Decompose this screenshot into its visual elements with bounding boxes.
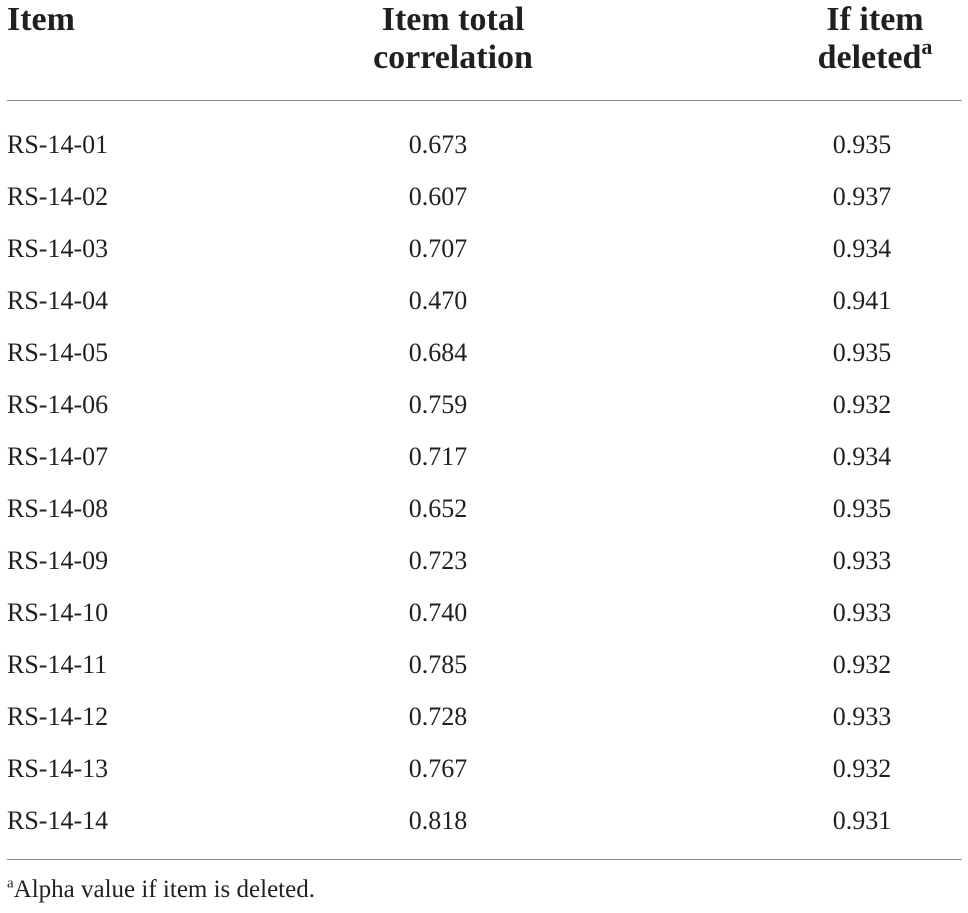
cell-if-item-deleted: 0.932 — [832, 650, 892, 679]
cell-if-item-deleted: 0.932 — [832, 390, 892, 419]
header-divider — [7, 100, 962, 101]
table-row: RS-14-03 0.707 0.934 — [0, 223, 968, 275]
cell-item: RS-14-12 — [7, 702, 109, 731]
table-header-row: Item Item total correlation If item dele… — [0, 0, 968, 100]
cell-item-total-correlation: 0.723 — [408, 546, 468, 575]
cell-item-total-correlation: 0.470 — [408, 286, 468, 315]
table-row: RS-14-12 0.728 0.933 — [0, 691, 968, 743]
cell-if-item-deleted: 0.937 — [832, 182, 892, 211]
cell-item: RS-14-08 — [7, 494, 109, 523]
header-del-line1: If item — [826, 1, 924, 38]
header-if-item-deleted: If item deleteda — [790, 1, 960, 77]
cell-if-item-deleted: 0.941 — [832, 286, 892, 315]
cell-item-total-correlation: 0.728 — [408, 702, 468, 731]
table-row: RS-14-06 0.759 0.932 — [0, 379, 968, 431]
cell-if-item-deleted: 0.932 — [832, 754, 892, 783]
cell-item-total-correlation: 0.785 — [408, 650, 468, 679]
cell-item-total-correlation: 0.707 — [408, 234, 468, 263]
cell-if-item-deleted: 0.933 — [832, 598, 892, 627]
cell-item-total-correlation: 0.767 — [408, 754, 468, 783]
cell-if-item-deleted: 0.933 — [832, 546, 892, 575]
cell-if-item-deleted: 0.935 — [832, 130, 892, 159]
cell-item: RS-14-06 — [7, 390, 109, 419]
cell-item-total-correlation: 0.717 — [408, 442, 468, 471]
header-item-total-correlation: Item total correlation — [353, 1, 553, 77]
header-del-line2: deleted — [817, 39, 922, 76]
cell-if-item-deleted: 0.935 — [832, 338, 892, 367]
cell-if-item-deleted: 0.934 — [832, 234, 892, 263]
table-row: RS-14-02 0.607 0.937 — [0, 171, 968, 223]
cell-item-total-correlation: 0.607 — [408, 182, 468, 211]
cell-if-item-deleted: 0.935 — [832, 494, 892, 523]
cell-item: RS-14-13 — [7, 754, 109, 783]
cell-item: RS-14-11 — [7, 650, 108, 679]
cell-item: RS-14-09 — [7, 546, 109, 575]
cell-if-item-deleted: 0.934 — [832, 442, 892, 471]
header-footnote-marker: a — [921, 33, 933, 59]
cell-item: RS-14-10 — [7, 598, 109, 627]
table-row: RS-14-10 0.740 0.933 — [0, 587, 968, 639]
cell-if-item-deleted: 0.931 — [832, 806, 892, 835]
table-row: RS-14-05 0.684 0.935 — [0, 327, 968, 379]
table-row: RS-14-13 0.767 0.932 — [0, 743, 968, 795]
header-corr-line2: correlation — [373, 39, 533, 76]
cell-item-total-correlation: 0.818 — [408, 806, 468, 835]
footnote-text: Alpha value if item is deleted. — [13, 876, 315, 903]
table-bottom-divider — [7, 859, 962, 860]
cell-item-total-correlation: 0.684 — [408, 338, 468, 367]
cell-item: RS-14-05 — [7, 338, 109, 367]
cell-item: RS-14-02 — [7, 182, 109, 211]
cell-item: RS-14-07 — [7, 442, 109, 471]
cell-item-total-correlation: 0.673 — [408, 130, 468, 159]
header-corr-line1: Item total — [381, 1, 525, 38]
footnote-marker: a — [7, 875, 14, 892]
cell-item-total-correlation: 0.652 — [408, 494, 468, 523]
cell-item-total-correlation: 0.740 — [408, 598, 468, 627]
table-row: RS-14-11 0.785 0.932 — [0, 639, 968, 691]
table-row: RS-14-08 0.652 0.935 — [0, 483, 968, 535]
cell-item-total-correlation: 0.759 — [408, 390, 468, 419]
table-row: RS-14-09 0.723 0.933 — [0, 535, 968, 587]
table-row: RS-14-14 0.818 0.931 — [0, 795, 968, 847]
table-row: RS-14-04 0.470 0.941 — [0, 275, 968, 327]
header-item-label: Item — [7, 1, 75, 38]
cell-item: RS-14-04 — [7, 286, 109, 315]
cell-if-item-deleted: 0.933 — [832, 702, 892, 731]
table-footnote: aAlpha value if item is deleted. — [7, 874, 315, 906]
cell-item: RS-14-01 — [7, 130, 109, 159]
cell-item: RS-14-03 — [7, 234, 109, 263]
table-body: RS-14-01 0.673 0.935 RS-14-02 0.607 0.937 RS-1… — [0, 119, 968, 847]
table-row: RS-14-01 0.673 0.935 — [0, 119, 968, 171]
header-item: Item — [7, 1, 75, 39]
cell-item: RS-14-14 — [7, 806, 109, 835]
table-row: RS-14-07 0.717 0.934 — [0, 431, 968, 483]
